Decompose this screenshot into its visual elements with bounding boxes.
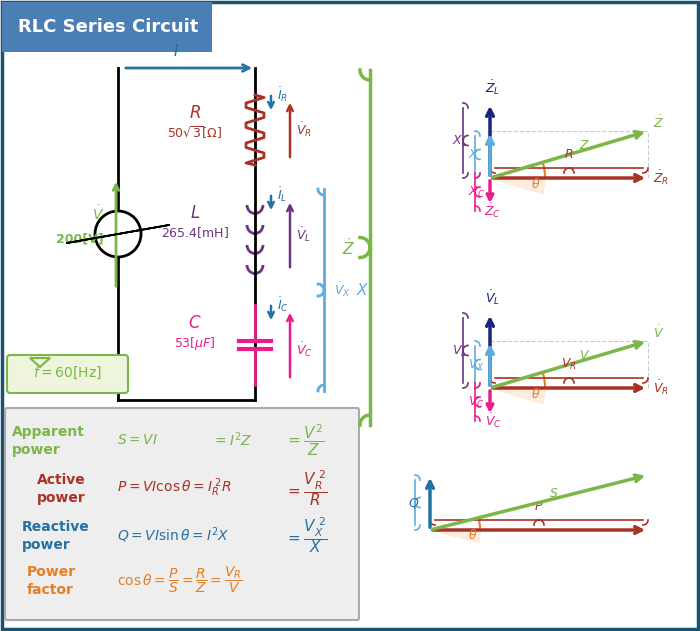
Text: $\theta$: $\theta$ (531, 177, 540, 191)
Text: $\dot{V}_L$: $\dot{V}_L$ (296, 226, 311, 244)
Text: Active: Active (37, 473, 85, 487)
Text: $50\sqrt{3}[\Omega]$: $50\sqrt{3}[\Omega]$ (167, 125, 223, 141)
Text: Apparent: Apparent (12, 425, 85, 439)
Text: $\dot{V}_X$: $\dot{V}_X$ (334, 281, 351, 299)
Text: $\dot{Z}$: $\dot{Z}$ (342, 237, 355, 259)
Text: $S$: $S$ (549, 487, 559, 500)
Text: power: power (37, 491, 85, 505)
FancyBboxPatch shape (2, 2, 212, 52)
Text: $X$: $X$ (468, 148, 480, 162)
Text: $X_L$: $X_L$ (452, 133, 468, 148)
Text: $V$: $V$ (579, 349, 590, 362)
Text: $53[\mu F]$: $53[\mu F]$ (174, 334, 216, 351)
Text: $f = 60\mathrm{[Hz]}$: $f = 60\mathrm{[Hz]}$ (33, 365, 102, 381)
Text: 200[V]: 200[V] (57, 232, 104, 245)
Text: $\dot{Z}$: $\dot{Z}$ (653, 114, 664, 131)
Text: Reactive: Reactive (22, 520, 90, 534)
Text: $= I^2Z$: $= I^2Z$ (212, 431, 253, 449)
Polygon shape (490, 388, 545, 404)
Text: $Q = VI\sin\theta = I^2X$: $Q = VI\sin\theta = I^2X$ (117, 525, 230, 545)
Text: $\dot{I}_C$: $\dot{I}_C$ (277, 295, 289, 314)
Text: $\dot{I}_R$: $\dot{I}_R$ (277, 85, 288, 104)
Text: power: power (12, 443, 61, 457)
Text: factor: factor (27, 583, 74, 597)
Text: $\dot{V}$: $\dot{V}$ (653, 324, 664, 341)
Text: $X$: $X$ (356, 282, 370, 298)
Text: $\dot{V}_R$: $\dot{V}_R$ (296, 121, 312, 139)
Text: $R$: $R$ (564, 148, 574, 161)
Text: $\dot{I}_L$: $\dot{I}_L$ (277, 186, 287, 204)
Text: $\cos\theta = \dfrac{P}{S} = \dfrac{R}{Z} = \dfrac{V_R}{V}$: $\cos\theta = \dfrac{P}{S} = \dfrac{R}{Z… (117, 565, 243, 596)
Text: $\dot{Z}_L$: $\dot{Z}_L$ (485, 78, 500, 97)
Text: $V_R$: $V_R$ (561, 357, 577, 372)
Text: $P = VI\cos\theta = I_R^{\;2}R$: $P = VI\cos\theta = I_R^{\;2}R$ (117, 476, 232, 499)
Text: $\dot{V}_R$: $\dot{V}_R$ (653, 379, 669, 398)
Text: $V_C$: $V_C$ (468, 394, 484, 410)
Polygon shape (490, 178, 545, 194)
Text: Power: Power (27, 565, 76, 579)
Text: $\dot{V}_L$: $\dot{V}_L$ (486, 288, 500, 307)
Text: $\dot{V}$: $\dot{V}$ (92, 204, 104, 223)
Text: RLC Series Circuit: RLC Series Circuit (18, 18, 198, 36)
Polygon shape (430, 530, 480, 542)
Circle shape (95, 211, 141, 257)
Text: power: power (22, 538, 71, 552)
FancyBboxPatch shape (5, 408, 359, 620)
Text: $V_X$: $V_X$ (468, 357, 484, 372)
Text: $X_C$: $X_C$ (468, 184, 485, 199)
Text: $P$: $P$ (534, 500, 544, 513)
Text: $\dot{I}$: $\dot{I}$ (173, 39, 179, 60)
Text: $C$: $C$ (188, 314, 202, 332)
Text: $R$: $R$ (189, 104, 201, 122)
Text: $Z$: $Z$ (579, 139, 590, 152)
Text: $S = VI$: $S = VI$ (117, 433, 158, 447)
Text: $\dot{V}_C$: $\dot{V}_C$ (484, 411, 501, 430)
Text: $\dot{Z}_C$: $\dot{Z}_C$ (484, 201, 501, 220)
Text: $= \dfrac{V^2}{Z}$: $= \dfrac{V^2}{Z}$ (285, 422, 325, 457)
Text: $\dot{Z}_R$: $\dot{Z}_R$ (653, 168, 669, 187)
Text: $\theta$: $\theta$ (531, 387, 540, 401)
FancyBboxPatch shape (7, 355, 128, 393)
Text: $= \dfrac{V_R^{\;2}}{R}$: $= \dfrac{V_R^{\;2}}{R}$ (285, 468, 328, 508)
Text: $V_L$: $V_L$ (452, 343, 467, 358)
Text: $Q$: $Q$ (408, 496, 419, 510)
Text: $265.4\mathrm{[mH]}$: $265.4\mathrm{[mH]}$ (161, 225, 229, 240)
Text: $L$: $L$ (190, 204, 200, 222)
Text: $\theta$: $\theta$ (468, 528, 477, 542)
Polygon shape (30, 358, 50, 367)
Text: $= \dfrac{V_X^{\;2}}{X}$: $= \dfrac{V_X^{\;2}}{X}$ (285, 515, 328, 555)
Text: $\dot{V}_C$: $\dot{V}_C$ (296, 341, 313, 359)
